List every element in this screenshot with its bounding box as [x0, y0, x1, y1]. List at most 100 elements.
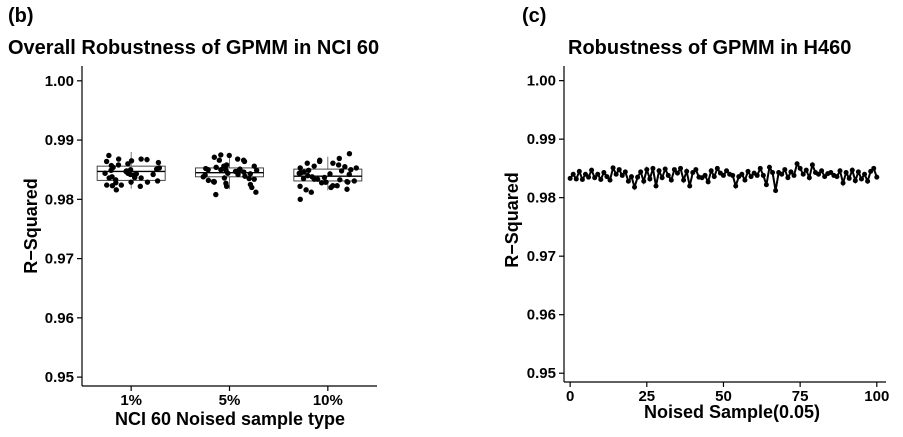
panel-c-data-point [668, 177, 674, 183]
panel-b-data-point [317, 157, 323, 163]
panel-b-data-point [330, 183, 336, 189]
panel-c-y-tick-label: 0.99 [527, 131, 556, 148]
panel-c-y-tick-label: 0.96 [527, 307, 556, 324]
panel-b-data-point [115, 156, 122, 162]
panel-c-data-point [843, 170, 849, 176]
panel-b-data-point [305, 167, 312, 173]
panel-b-data-point [241, 169, 247, 175]
panel-b-data-point [309, 174, 315, 180]
panel-b-x-tick-label: 1% [120, 392, 142, 409]
panel-b-data-point [155, 159, 162, 166]
panel-b-data-point [144, 179, 151, 185]
panel-c-data-point [567, 175, 573, 181]
panel-c-data-point [616, 167, 622, 173]
panel-b-data-point [213, 164, 219, 171]
panel-c-data-point [702, 172, 708, 178]
panel-c-data-point [610, 165, 616, 171]
panel-b-data-point [115, 162, 122, 168]
panel-b-data-point [235, 171, 241, 178]
panel-c-data-point [770, 170, 776, 176]
panel-b-data-point [251, 176, 257, 182]
panel-c-data-point [865, 178, 871, 184]
panel-c-data-point [849, 167, 855, 173]
panel-b-data-point [205, 177, 212, 184]
panel-c-label: (c) [522, 5, 546, 27]
panel-b-y-tick-label: 0.98 [45, 191, 74, 208]
panel-c-data-point [760, 172, 766, 178]
panel-b-data-point [234, 156, 241, 162]
panel-b-label: (b) [8, 5, 34, 27]
panel-b-data-point [144, 156, 150, 163]
panel-b-data-point [351, 178, 358, 184]
panel-c-data-point [773, 188, 779, 194]
panel-c-y-tick-label: 0.97 [527, 248, 556, 265]
panel-c-data-point [794, 161, 800, 167]
panel-c-data-point [724, 168, 730, 174]
panel-c-data-point [644, 167, 650, 173]
panel-b-y-axis-title: R−Squared [21, 178, 41, 274]
panel-b-data-point [131, 172, 137, 178]
panel-c-data-point [659, 175, 665, 181]
panel-c-data-point [745, 168, 751, 174]
panel-c-x-tick-label: 100 [864, 388, 889, 405]
panel-b-data-point [297, 196, 303, 203]
panel-c-data-point [852, 178, 858, 184]
panel-c-data-point [705, 179, 711, 185]
panel-b-data-point [345, 179, 351, 185]
panel-b-data-point [311, 163, 317, 169]
panel-c-data-point [674, 170, 680, 176]
panel-b-data-point [336, 155, 343, 162]
panel-c-data-point [601, 170, 607, 176]
panel-c-x-tick-label: 75 [792, 388, 809, 405]
panel-c-data-point [650, 165, 656, 171]
panel-c-data-point [573, 176, 579, 182]
panel-b-points [102, 151, 359, 203]
panel-b-x-tick-label: 5% [219, 392, 241, 409]
panel-c-data-point [840, 180, 846, 186]
panel-b-y-tick-label: 0.99 [45, 132, 74, 149]
panel-b-data-point [247, 181, 254, 188]
panel-c-data-point [613, 171, 619, 177]
panel-c-y-tick-label: 1.00 [527, 73, 556, 90]
panel-b-data-point [344, 186, 350, 192]
panel-c-data-point [739, 171, 745, 177]
panel-c-data-point [803, 167, 809, 173]
panel-c-data-point [576, 168, 582, 174]
panel-b-y-tick-label: 0.95 [45, 369, 74, 386]
panel-c-data-point [641, 178, 647, 184]
panel-b-data-point [125, 169, 131, 175]
panel-c-data-point [622, 169, 628, 175]
panel-b-data-point [150, 171, 156, 178]
panel-c: (c) Robustness of GPMM in H460 0.950.960… [502, 5, 889, 422]
panel-c-data-point [708, 168, 714, 174]
panel-c-data-point [570, 171, 576, 177]
panel-c-data-point [763, 182, 769, 188]
panel-c-data-point [800, 171, 806, 177]
panel-b-data-point [223, 183, 230, 189]
panel-b-y-tick-label: 0.97 [45, 251, 74, 268]
panel-b-y-tick-label: 0.96 [45, 310, 74, 327]
panel-b-data-point [211, 179, 217, 185]
panel-b-data-point [342, 164, 348, 170]
panel-c-data-point [586, 174, 592, 180]
panel-b-data-point [216, 157, 223, 163]
panel-c-data-point [779, 171, 785, 177]
panel-c-data-point [791, 172, 797, 178]
panel-c-y-tick-label: 0.95 [527, 365, 556, 382]
panel-b-data-point [104, 182, 110, 188]
panel-b-data-point [237, 166, 243, 172]
panel-b-data-point [128, 179, 134, 185]
panel-c-data-point [730, 172, 736, 178]
panel-c-x-tick-label: 25 [638, 388, 655, 405]
panel-b-data-point [305, 172, 311, 179]
panel-b-x-ticks: 1% 5% 10% [120, 386, 343, 409]
panel-c-y-tick-label: 0.98 [527, 190, 556, 207]
panel-b-data-point [200, 174, 206, 180]
panel-b-data-point [253, 167, 260, 173]
panel-b-data-point [128, 158, 135, 164]
panel-c-data-point [748, 174, 754, 180]
panel-c-x-tick-label: 50 [715, 388, 732, 405]
panel-b-data-point [102, 170, 108, 176]
panel-c-x-axis-title: Noised Sample(0.05) [644, 402, 820, 422]
panel-c-data-point [837, 168, 843, 174]
